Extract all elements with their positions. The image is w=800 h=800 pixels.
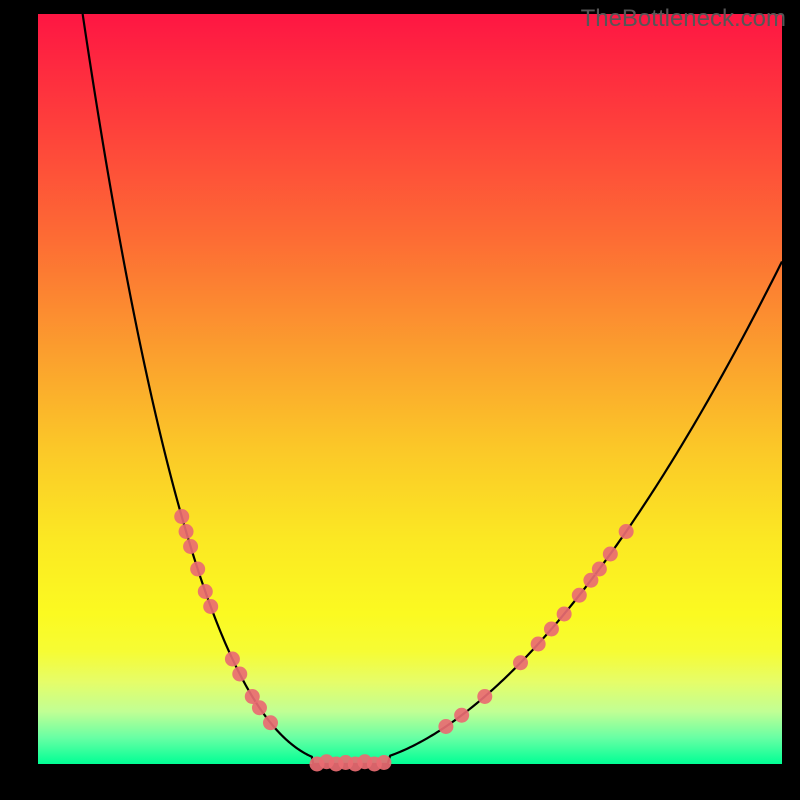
marker-dot — [203, 599, 218, 614]
marker-dot — [179, 524, 194, 539]
watermark-text: TheBottleneck.com — [581, 5, 786, 33]
marker-dot — [603, 547, 618, 562]
marker-dot — [376, 755, 391, 770]
marker-dot — [583, 573, 598, 588]
marker-dot — [198, 584, 213, 599]
marker-dot — [454, 708, 469, 723]
marker-dot — [531, 637, 546, 652]
marker-dot — [252, 700, 267, 715]
marker-dot — [232, 667, 247, 682]
chart-root: TheBottleneck.com — [0, 0, 800, 800]
marker-dot — [174, 509, 189, 524]
marker-dot — [477, 689, 492, 704]
marker-dot — [572, 588, 587, 603]
marker-dot — [183, 539, 198, 554]
marker-dot — [190, 562, 205, 577]
marker-dot — [438, 719, 453, 734]
marker-dot — [513, 655, 528, 670]
marker-dot — [263, 715, 278, 730]
chart-svg — [0, 0, 800, 800]
marker-dot — [619, 524, 634, 539]
marker-dot — [225, 652, 240, 667]
marker-dot — [544, 622, 559, 637]
marker-dot — [557, 607, 572, 622]
